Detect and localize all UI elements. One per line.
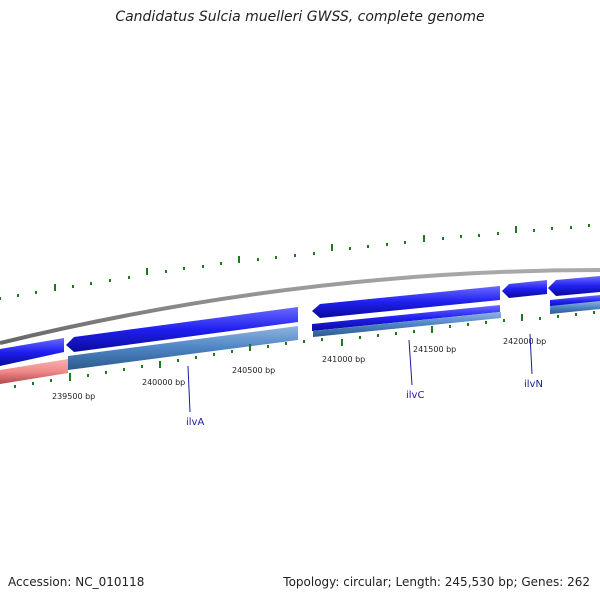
genome-backbone [0, 268, 600, 345]
forward-strand-genes [0, 276, 600, 366]
position-label: 240000 bp [142, 378, 185, 387]
forward-gene [66, 307, 298, 352]
gene-label-ilvn: ilvN [524, 379, 543, 390]
position-label: 240500 bp [232, 366, 275, 375]
reverse-strand-genes [0, 301, 600, 384]
position-label: 241000 bp [322, 355, 365, 364]
position-label: 242000 bp [503, 337, 546, 346]
inner-tick-ring [14, 311, 595, 388]
rna-gene [0, 359, 68, 384]
gene-label-ilvc: ilvC [406, 390, 424, 401]
forward-gene [548, 276, 600, 296]
gene-label-line [529, 333, 533, 375]
gene-label-line [408, 339, 413, 386]
genome-title: Candidatus Sulcia muelleri GWSS, complet… [115, 9, 485, 25]
forward-gene [312, 305, 500, 331]
reverse-gene [68, 326, 298, 370]
gene-label-line [187, 365, 191, 413]
forward-gene [502, 280, 547, 298]
reverse-gene [313, 312, 501, 337]
outer-tick-ring [0, 224, 590, 300]
reverse-gene [550, 301, 600, 314]
gene-label-ilva: ilvA [186, 417, 204, 428]
gene-label-lines [187, 333, 533, 413]
accession-label: Accession: NC_010118 [8, 575, 145, 589]
genome-summary: Topology: circular; Length: 245,530 bp; … [283, 575, 590, 589]
position-label: 239500 bp [52, 392, 95, 401]
forward-gene [312, 286, 500, 318]
position-label: 241500 bp [413, 345, 456, 354]
forward-gene [0, 338, 64, 366]
